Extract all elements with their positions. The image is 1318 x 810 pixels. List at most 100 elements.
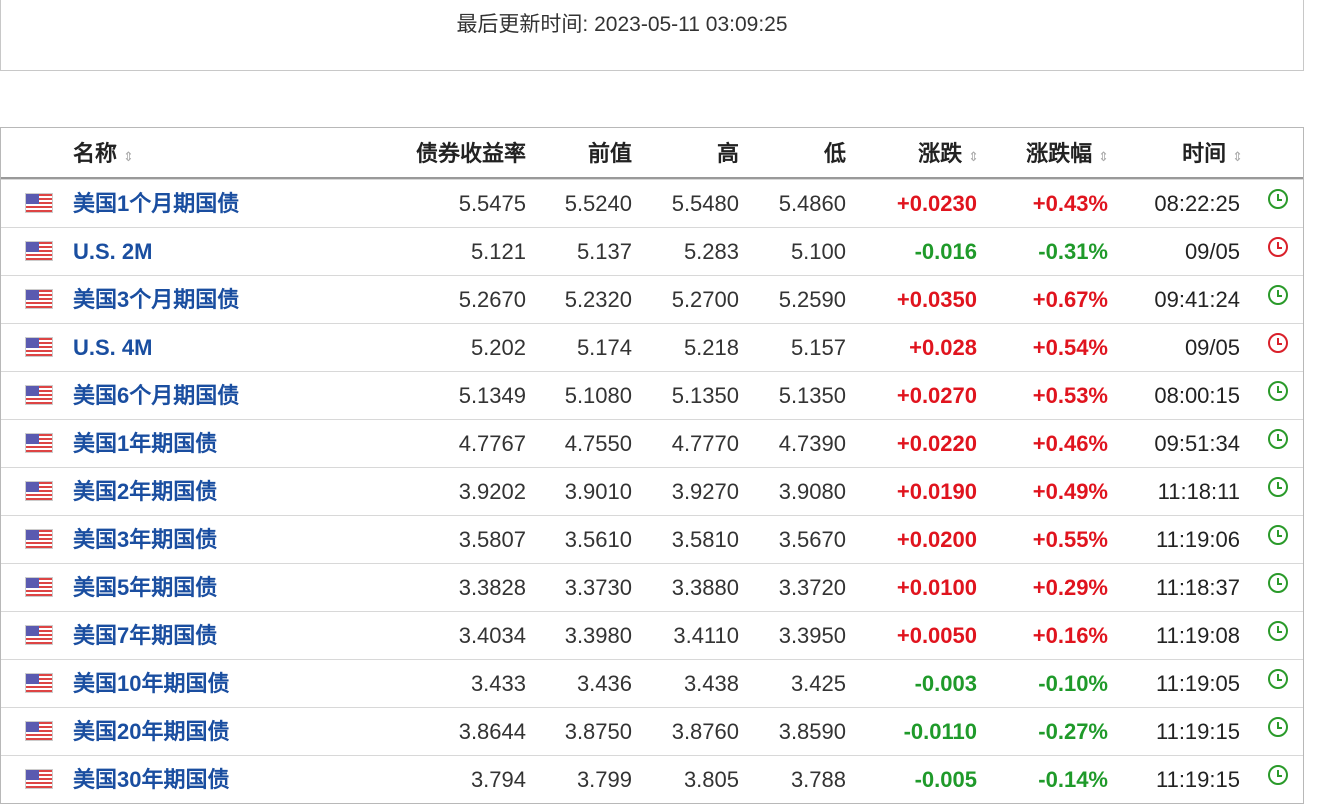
yield-value: 5.1349 xyxy=(458,383,526,408)
sort-icon[interactable]: ⇕ xyxy=(123,149,134,164)
bond-name-link[interactable]: U.S. 2M xyxy=(73,239,153,264)
table-row[interactable]: 美国20年期国债 3.8644 3.8750 3.8760 3.8590 -0.… xyxy=(1,707,1303,755)
prev-value: 5.5240 xyxy=(564,191,632,216)
us-flag-icon xyxy=(25,529,53,549)
yield-value: 3.4034 xyxy=(458,623,526,648)
time-value: 11:18:11 xyxy=(1157,479,1240,504)
change-pct-value: -0.10% xyxy=(1038,671,1108,696)
table-row[interactable]: 美国1个月期国债 5.5475 5.5240 5.5480 5.4860 +0.… xyxy=(1,179,1303,227)
bond-name-link[interactable]: 美国1年期国债 xyxy=(73,431,218,456)
high-value: 3.438 xyxy=(683,671,739,696)
table-row[interactable]: 美国10年期国债 3.433 3.436 3.438 3.425 -0.003 … xyxy=(1,659,1303,707)
table-row[interactable]: 美国3个月期国债 5.2670 5.2320 5.2700 5.2590 +0.… xyxy=(1,275,1303,323)
table-row[interactable]: 美国6个月期国债 5.1349 5.1080 5.1350 5.1350 +0.… xyxy=(1,371,1303,419)
high-value: 5.1350 xyxy=(671,383,739,408)
update-panel: 最后更新时间: 2023-05-11 03:09:25 xyxy=(0,0,1304,71)
bond-name-link[interactable]: 美国6个月期国债 xyxy=(73,383,240,408)
bond-name-link[interactable]: 美国10年期国债 xyxy=(73,671,230,696)
high-value: 5.283 xyxy=(683,239,739,264)
change-value: +0.0220 xyxy=(896,431,977,456)
change-value: +0.0200 xyxy=(896,527,977,552)
high-value: 3.9270 xyxy=(671,479,739,504)
last-updated-text: 最后更新时间: 2023-05-11 03:09:25 xyxy=(456,13,788,36)
low-value: 5.100 xyxy=(790,239,846,264)
column-header-name[interactable]: 名称 ⇕ xyxy=(73,141,134,166)
clock-icon xyxy=(1268,333,1288,353)
clock-icon xyxy=(1268,189,1288,209)
change-pct-value: +0.67% xyxy=(1032,287,1108,312)
yield-value: 5.202 xyxy=(470,335,526,360)
yield-value: 3.5807 xyxy=(458,527,526,552)
yield-value: 3.9202 xyxy=(458,479,526,504)
us-flag-icon xyxy=(25,577,53,597)
us-flag-icon xyxy=(25,769,53,789)
low-value: 5.1350 xyxy=(778,383,846,408)
low-value: 5.4860 xyxy=(778,191,846,216)
prev-value: 3.3730 xyxy=(564,575,632,600)
sort-icon[interactable]: ⇕ xyxy=(1232,149,1243,164)
prev-value: 4.7550 xyxy=(564,431,632,456)
column-header-time[interactable]: 时间 ⇕ xyxy=(1182,141,1243,166)
time-value: 11:18:37 xyxy=(1155,575,1240,600)
low-value: 3.8590 xyxy=(778,719,846,744)
bond-name-link[interactable]: 美国5年期国债 xyxy=(73,575,218,600)
change-pct-value: +0.46% xyxy=(1032,431,1108,456)
us-flag-icon xyxy=(25,481,53,501)
prev-value: 5.2320 xyxy=(564,287,632,312)
clock-icon xyxy=(1268,525,1288,545)
clock-icon xyxy=(1268,717,1288,737)
bond-name-link[interactable]: 美国30年期国债 xyxy=(73,767,230,792)
change-value: +0.0350 xyxy=(896,287,977,312)
us-flag-icon xyxy=(25,289,53,309)
bond-name-link[interactable]: 美国3年期国债 xyxy=(73,527,218,552)
column-header-pct[interactable]: 涨跌幅 ⇕ xyxy=(1026,141,1109,166)
table-row[interactable]: 美国2年期国债 3.9202 3.9010 3.9270 3.9080 +0.0… xyxy=(1,467,1303,515)
clock-icon xyxy=(1268,381,1288,401)
change-pct-value: -0.31% xyxy=(1038,239,1108,264)
change-pct-value: +0.49% xyxy=(1032,479,1108,504)
low-value: 3.788 xyxy=(790,767,846,792)
yield-value: 5.5475 xyxy=(458,191,526,216)
column-header-change[interactable]: 涨跌 ⇕ xyxy=(918,141,979,166)
clock-icon xyxy=(1268,285,1288,305)
prev-value: 3.8750 xyxy=(564,719,632,744)
us-flag-icon xyxy=(25,385,53,405)
table-row[interactable]: U.S. 4M 5.202 5.174 5.218 5.157 +0.028 +… xyxy=(1,323,1303,371)
table-header: 名称 ⇕ 债券收益率 前值 高 低 涨跌 ⇕ 涨跌幅 ⇕ 时间 ⇕ xyxy=(1,128,1303,179)
high-value: 3.8760 xyxy=(671,719,739,744)
clock-icon xyxy=(1268,477,1288,497)
high-value: 3.3880 xyxy=(671,575,739,600)
clock-icon xyxy=(1268,765,1288,785)
low-value: 3.3720 xyxy=(778,575,846,600)
change-pct-value: +0.53% xyxy=(1032,383,1108,408)
change-value: -0.005 xyxy=(914,767,977,792)
table-row[interactable]: 美国30年期国债 3.794 3.799 3.805 3.788 -0.005 … xyxy=(1,755,1303,803)
prev-value: 5.137 xyxy=(576,239,632,264)
bond-name-link[interactable]: 美国7年期国债 xyxy=(73,623,218,648)
column-header-yield: 债券收益率 xyxy=(415,141,526,166)
bond-name-link[interactable]: 美国1个月期国债 xyxy=(73,191,240,216)
clock-icon xyxy=(1268,669,1288,689)
time-value: 09:51:34 xyxy=(1154,431,1240,456)
high-value: 5.2700 xyxy=(671,287,739,312)
sort-icon[interactable]: ⇕ xyxy=(968,149,979,164)
us-flag-icon xyxy=(25,625,53,645)
bond-name-link[interactable]: 美国2年期国债 xyxy=(73,479,218,504)
table-row[interactable]: 美国5年期国债 3.3828 3.3730 3.3880 3.3720 +0.0… xyxy=(1,563,1303,611)
table-row[interactable]: 美国1年期国债 4.7767 4.7550 4.7770 4.7390 +0.0… xyxy=(1,419,1303,467)
bond-name-link[interactable]: 美国20年期国债 xyxy=(73,719,230,744)
yield-value: 3.8644 xyxy=(458,719,526,744)
time-value: 11:19:06 xyxy=(1155,527,1240,552)
clock-icon xyxy=(1268,237,1288,257)
low-value: 3.3950 xyxy=(778,623,846,648)
table-row[interactable]: 美国7年期国债 3.4034 3.3980 3.4110 3.3950 +0.0… xyxy=(1,611,1303,659)
table-row[interactable]: U.S. 2M 5.121 5.137 5.283 5.100 -0.016 -… xyxy=(1,227,1303,275)
time-value: 08:00:15 xyxy=(1154,383,1240,408)
table-row[interactable]: 美国3年期国债 3.5807 3.5610 3.5810 3.5670 +0.0… xyxy=(1,515,1303,563)
change-value: +0.028 xyxy=(909,335,977,360)
time-value: 09/05 xyxy=(1184,239,1240,264)
bond-name-link[interactable]: 美国3个月期国债 xyxy=(73,287,240,312)
prev-value: 3.3980 xyxy=(564,623,632,648)
sort-icon[interactable]: ⇕ xyxy=(1098,149,1109,164)
bond-name-link[interactable]: U.S. 4M xyxy=(73,335,153,360)
